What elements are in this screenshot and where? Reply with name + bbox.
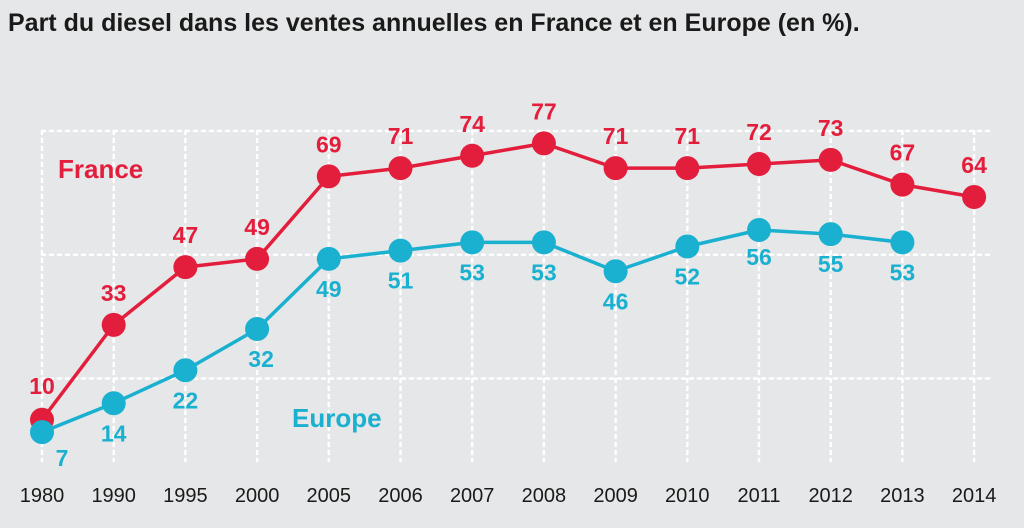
data-point-france [962,185,987,209]
x-tick-label: 2000 [235,485,280,507]
data-point-europe [30,420,54,445]
data-point-france [245,246,270,271]
data-point-europe [818,222,843,247]
x-tick-label: 2006 [378,485,423,507]
data-label-europe: 53 [459,259,485,285]
data-point-europe [388,238,413,263]
data-point-europe [245,317,270,341]
series-label-europe: Europe [292,403,382,433]
data-point-europe [173,358,198,383]
data-point-europe [603,259,628,284]
data-point-france [388,156,413,181]
data-label-europe: 56 [746,244,772,270]
data-point-france [747,152,771,176]
series-label-france: France [58,154,143,184]
data-label-france: 71 [675,123,701,149]
x-tick-label: 1980 [20,485,65,507]
data-label-europe: 22 [173,387,199,413]
data-point-france [603,156,628,181]
data-label-france: 10 [29,373,55,399]
data-point-europe [890,230,915,255]
x-tick-label: 2008 [522,485,567,507]
data-point-europe [101,391,126,416]
data-point-france [173,255,198,280]
x-tick-label: 1995 [163,485,208,507]
x-tick-label: 2012 [808,485,853,507]
data-label-europe: 46 [603,288,629,314]
data-point-france [531,131,556,156]
x-tick-label: 2010 [665,485,710,507]
data-label-europe: 51 [388,268,414,294]
data-point-europe [531,230,556,255]
x-tick-label: 2005 [307,485,352,507]
data-label-france: 72 [746,119,772,145]
data-label-france: 33 [101,280,127,306]
data-label-france: 64 [961,152,987,178]
data-point-europe [460,230,485,255]
data-label-europe: 55 [818,251,844,277]
data-label-france: 71 [603,123,629,149]
x-tick-label: 2013 [880,485,925,507]
x-tick-label: 2014 [952,485,997,507]
x-tick-label: 2011 [737,485,780,507]
data-label-europe: 52 [675,264,701,290]
data-label-europe: 53 [531,259,557,285]
data-label-france: 73 [818,115,844,141]
data-label-europe: 53 [890,259,916,285]
data-point-europe [747,218,771,242]
x-axis: 1980 1990 1995 2000 2005 2006 2007 2008 2009 2010… [20,485,997,507]
data-point-france [460,143,485,168]
data-point-france [890,172,915,197]
data-labels: 10 33 47 49 69 71 74 77 71 71 72 73 67 64 7 14 22 32 49 51 5… [29,98,987,471]
data-point-france [316,164,341,189]
data-label-europe: 32 [248,346,274,372]
data-label-europe: 14 [101,420,127,446]
series-layer [30,131,987,445]
data-point-france [101,312,126,337]
x-tick-label: 2009 [593,485,638,507]
data-label-france: 74 [459,111,485,137]
data-label-france: 67 [890,140,916,166]
data-point-france [818,147,843,172]
data-label-europe: 49 [316,276,342,302]
data-label-france: 71 [388,123,414,149]
x-tick-label: 1990 [91,485,136,507]
data-label-france: 47 [173,222,199,248]
chart-title: Part du diesel dans les ventes annuelles… [8,9,860,37]
data-label-france: 77 [531,98,557,124]
x-tick-label: 2007 [450,485,495,507]
data-point-europe [316,246,341,271]
data-label-france: 49 [244,214,270,240]
data-point-france [675,156,700,181]
data-label-france: 69 [316,131,342,157]
data-label-europe: 7 [56,445,69,471]
data-point-europe [675,234,700,259]
